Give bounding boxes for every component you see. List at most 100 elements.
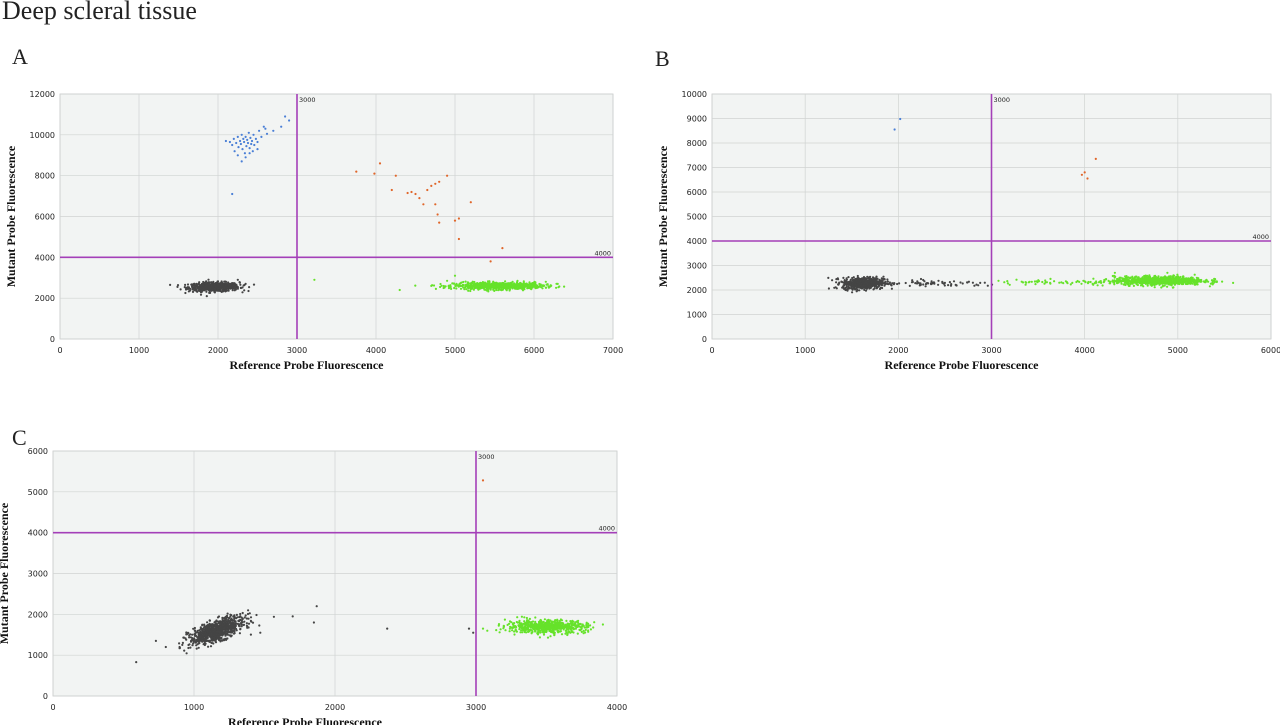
droplet-point-negative bbox=[224, 618, 227, 622]
droplet-point-reference-only bbox=[1087, 281, 1090, 284]
droplet-point-double-positive bbox=[434, 182, 437, 185]
droplet-point-negative bbox=[195, 644, 198, 647]
threshold-label-x: 3000 bbox=[994, 96, 1011, 104]
droplet-point-negative bbox=[868, 286, 871, 289]
droplet-point-negative bbox=[227, 618, 230, 622]
droplet-point-negative bbox=[937, 279, 940, 282]
droplet-point-reference-only bbox=[1193, 273, 1196, 276]
droplet-point-reference-only bbox=[1142, 285, 1145, 288]
droplet-point-reference-only bbox=[443, 286, 446, 289]
droplet-point-negative bbox=[888, 281, 892, 284]
droplet-point-reference-only bbox=[450, 287, 453, 290]
droplet-point-negative bbox=[208, 633, 211, 636]
droplet-point-reference-only bbox=[516, 285, 519, 288]
droplet-point-reference-only bbox=[506, 287, 510, 290]
droplet-point-reference-only bbox=[557, 625, 561, 628]
droplet-point-negative bbox=[924, 285, 927, 288]
droplet-point-reference-only bbox=[515, 620, 518, 624]
droplet-point-negative bbox=[857, 276, 860, 279]
droplet-point-reference-only bbox=[497, 286, 501, 289]
droplet-point-negative bbox=[227, 284, 231, 287]
droplet-point-double-positive bbox=[414, 192, 417, 196]
droplet-point-mutant-only bbox=[241, 148, 244, 151]
droplet-point-negative bbox=[240, 621, 243, 624]
droplet-point-reference-only bbox=[519, 631, 522, 634]
droplet-point-reference-only bbox=[539, 283, 542, 286]
droplet-point-reference-only bbox=[530, 629, 534, 632]
droplet-point-negative bbox=[191, 288, 194, 291]
droplet-point-reference-only bbox=[1170, 282, 1174, 285]
droplet-point-reference-only bbox=[1232, 281, 1235, 284]
droplet-point-reference-only bbox=[534, 629, 537, 632]
droplet-point-negative bbox=[233, 283, 236, 286]
droplet-point-reference-only bbox=[1096, 284, 1099, 287]
droplet-point-mutant-only bbox=[235, 141, 238, 145]
droplet-point-negative bbox=[209, 630, 212, 633]
y-tick-label: 6000 bbox=[28, 447, 48, 456]
droplet-point-reference-only bbox=[508, 288, 512, 291]
droplet-point-reference-only bbox=[1027, 281, 1030, 284]
droplet-point-reference-only bbox=[1131, 279, 1134, 283]
droplet-point-negative bbox=[854, 288, 857, 291]
droplet-point-reference-only bbox=[525, 631, 528, 634]
droplet-point-negative bbox=[874, 277, 877, 280]
droplet-point-reference-only bbox=[557, 286, 560, 289]
droplet-point-reference-only bbox=[497, 623, 501, 626]
droplet-point-double-positive bbox=[355, 170, 358, 173]
droplet-point-negative bbox=[189, 287, 192, 290]
droplet-point-reference-only bbox=[495, 629, 498, 632]
droplet-point-negative bbox=[216, 630, 219, 633]
droplet-point-reference-only bbox=[452, 282, 455, 285]
droplet-point-negative bbox=[272, 615, 275, 618]
droplet-point-reference-only bbox=[1167, 278, 1170, 281]
droplet-point-negative bbox=[243, 620, 246, 623]
droplet-point-reference-only bbox=[1062, 282, 1065, 285]
droplet-point-reference-only bbox=[1116, 278, 1120, 281]
droplet-point-negative bbox=[236, 287, 239, 290]
droplet-point-reference-only bbox=[504, 629, 507, 632]
droplet-point-negative bbox=[241, 611, 244, 615]
droplet-point-reference-only bbox=[486, 629, 489, 632]
droplet-point-negative bbox=[291, 615, 294, 618]
droplet-point-reference-only bbox=[493, 284, 496, 287]
droplet-point-mutant-only bbox=[246, 138, 249, 141]
droplet-point-reference-only bbox=[576, 632, 579, 635]
droplet-point-negative bbox=[943, 284, 946, 287]
droplet-point-reference-only bbox=[547, 285, 550, 288]
droplet-point-mutant-only bbox=[284, 115, 287, 118]
droplet-point-negative bbox=[217, 622, 220, 625]
droplet-point-reference-only bbox=[536, 284, 539, 287]
droplet-point-reference-only bbox=[558, 619, 562, 623]
droplet-point-reference-only bbox=[487, 282, 490, 285]
droplet-point-negative bbox=[923, 280, 926, 283]
y-tick-label: 12000 bbox=[30, 90, 55, 99]
droplet-point-negative bbox=[856, 274, 859, 278]
droplet-point-negative bbox=[193, 283, 196, 286]
droplet-point-mutant-only bbox=[232, 137, 235, 140]
droplet-point-reference-only bbox=[592, 626, 595, 629]
droplet-point-negative bbox=[220, 636, 223, 640]
droplet-point-negative bbox=[238, 619, 241, 622]
droplet-point-negative bbox=[235, 627, 238, 631]
y-axis-title: Mutant Probe Fluorescence bbox=[0, 502, 11, 644]
droplet-point-negative bbox=[891, 282, 894, 285]
droplet-point-negative bbox=[214, 285, 217, 288]
x-tick-label: 0 bbox=[709, 346, 714, 355]
droplet-point-negative bbox=[186, 283, 190, 286]
droplet-point-reference-only bbox=[439, 282, 442, 286]
x-tick-label: 6000 bbox=[1261, 346, 1280, 355]
droplet-point-double-positive bbox=[438, 221, 441, 224]
droplet-point-negative bbox=[889, 283, 893, 286]
threshold-label-y: 4000 bbox=[594, 249, 611, 257]
droplet-point-negative bbox=[226, 286, 229, 289]
droplet-point-negative bbox=[202, 287, 205, 290]
droplet-point-negative bbox=[221, 630, 224, 633]
droplet-point-negative bbox=[249, 633, 252, 636]
droplet-point-negative bbox=[955, 284, 958, 287]
droplet-point-negative bbox=[247, 622, 251, 625]
droplet-point-reference-only bbox=[523, 616, 526, 619]
droplet-point-reference-only bbox=[1174, 280, 1177, 283]
droplet-point-double-positive bbox=[390, 188, 393, 192]
threshold-label-x: 3000 bbox=[299, 96, 316, 104]
droplet-point-reference-only bbox=[1111, 279, 1114, 283]
